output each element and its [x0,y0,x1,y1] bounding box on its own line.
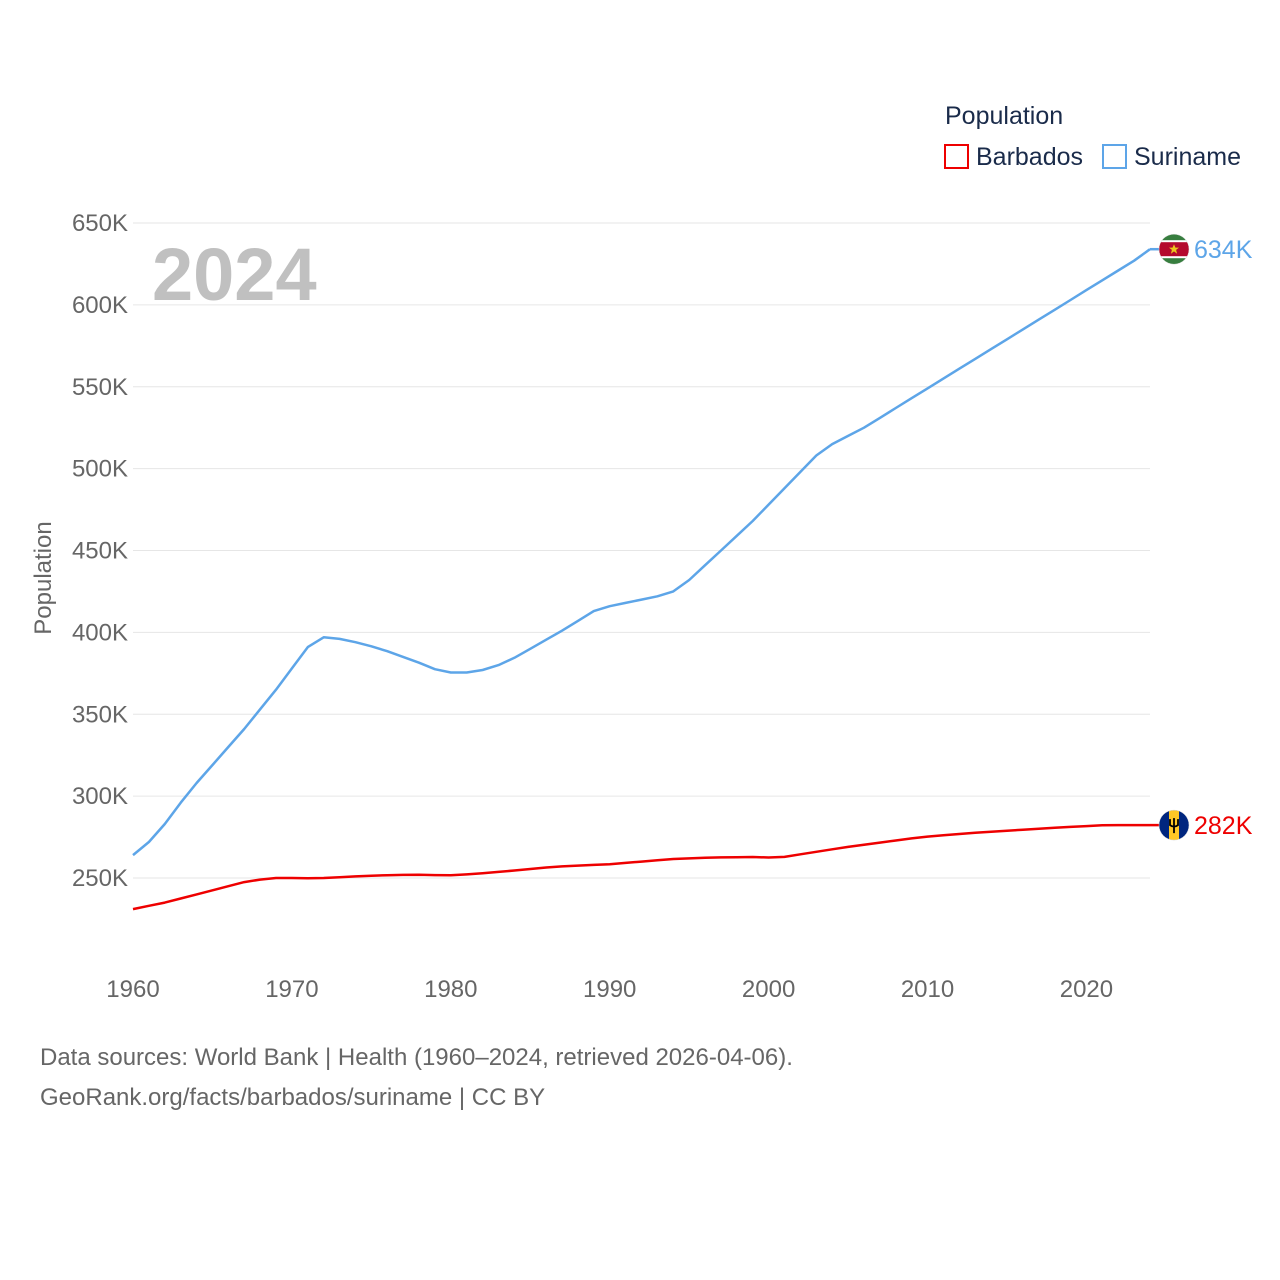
y-tick-label: 350K [72,701,128,728]
y-tick-label: 250K [72,865,128,892]
y-axis-label: Population [30,521,57,634]
x-tick-label: 1980 [424,976,477,1003]
x-tick-label: 2000 [742,976,795,1003]
grid-lines [133,222,1150,879]
legend-title: Population [945,102,1063,130]
legend-label-barbados[interactable]: Barbados [976,143,1083,171]
legend-swatch-suriname[interactable] [1102,144,1127,169]
y-tick-label: 300K [72,783,128,810]
y-axis-ticks: 250K 300K 350K 400K 450K 500K 550K 600K 650K [72,210,128,892]
y-tick-label: 650K [72,210,128,237]
y-tick-label: 400K [72,619,128,646]
end-value-label-suriname: 634K [1194,236,1253,264]
x-tick-label: 1960 [106,976,159,1003]
legend: Population Barbados Suriname [944,102,1241,171]
population-line-chart: 250K 300K 350K 400K 450K 500K 550K 600K 650K 196… [30,102,1253,1003]
x-tick-label: 2010 [901,976,954,1003]
y-tick-label: 450K [72,538,128,565]
barbados-flag-icon [1158,809,1190,841]
legend-label-suriname[interactable]: Suriname [1134,143,1241,171]
series-line-barbados[interactable] [132,823,1150,911]
series-lines [132,248,1151,911]
footer-sources: Data sources: World Bank | Health (1960–… [40,1044,793,1071]
x-tick-label: 2020 [1060,976,1113,1003]
legend-swatch-barbados[interactable] [944,144,969,169]
y-tick-label: 600K [72,292,128,319]
series-line-suriname[interactable] [132,248,1151,857]
y-tick-label: 550K [72,374,128,401]
x-tick-label: 1990 [583,976,636,1003]
suriname-flag-icon [1158,233,1190,265]
footer-attribution[interactable]: GeoRank.org/facts/barbados/suriname | CC… [40,1084,546,1111]
x-axis-ticks: 1960 1970 1980 1990 2000 2010 2020 [106,976,1113,1003]
series-end-markers: 282K 634K [1150,233,1253,841]
end-value-label-barbados: 282K [1194,812,1253,840]
current-year-label: 2024 [152,233,317,316]
y-tick-label: 500K [72,456,128,483]
x-tick-label: 1970 [265,976,318,1003]
